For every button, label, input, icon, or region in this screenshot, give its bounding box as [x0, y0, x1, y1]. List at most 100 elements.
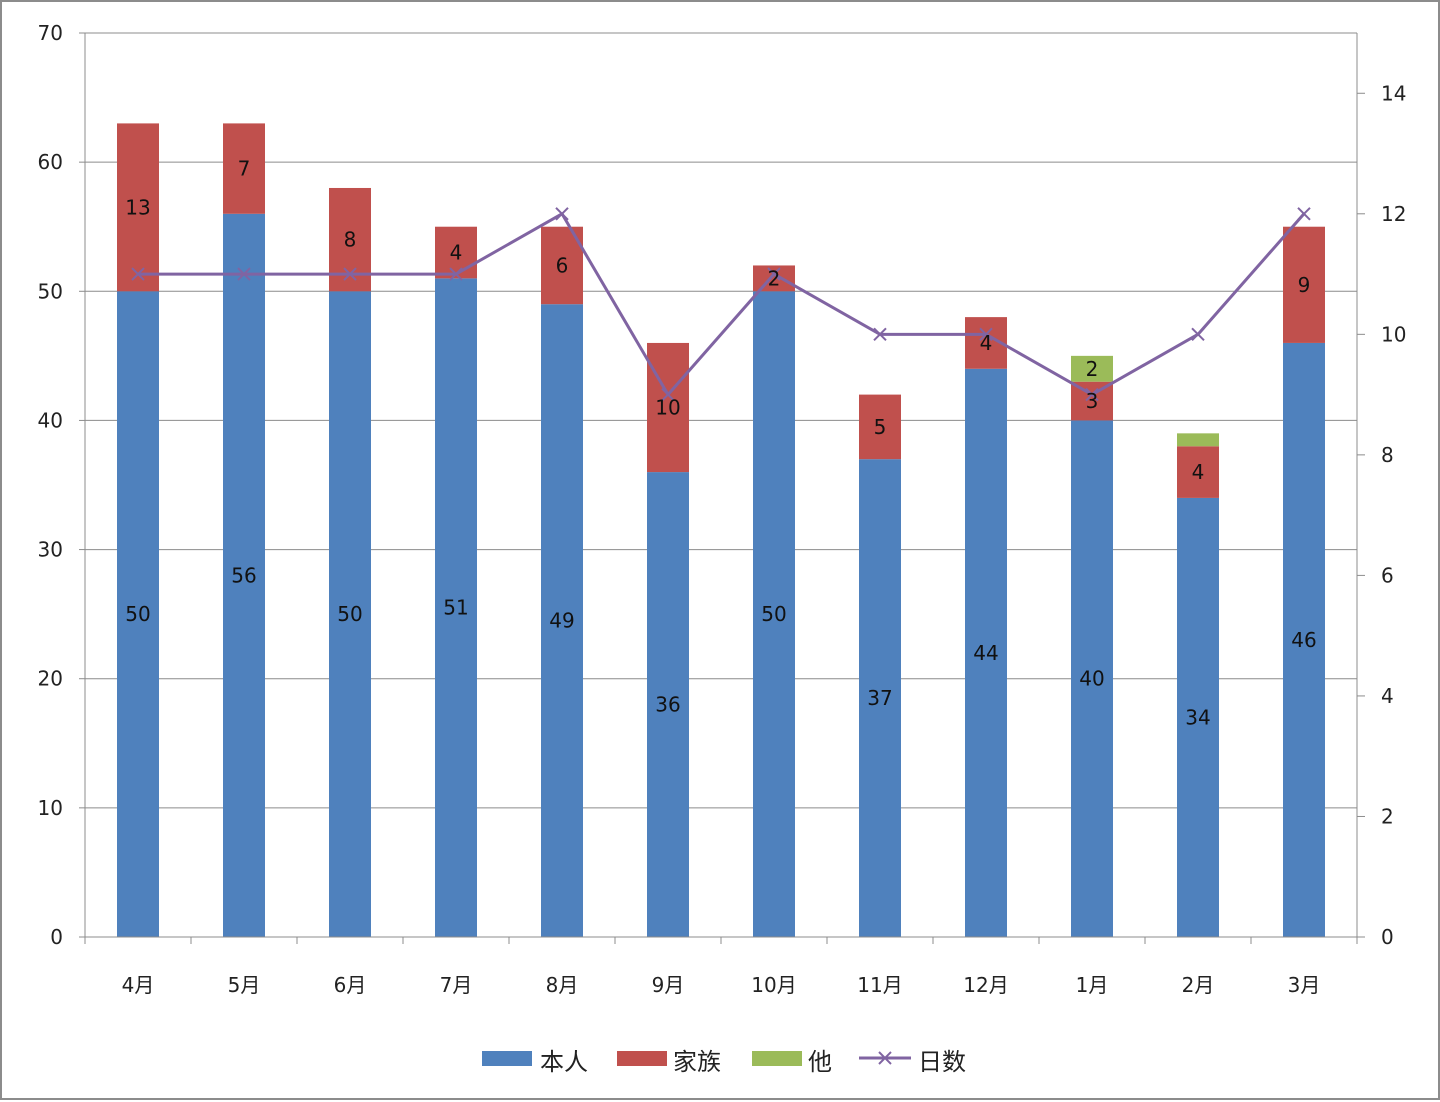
data-label: 6 [556, 253, 569, 277]
legend-marker [878, 1051, 892, 1065]
x-tick-label: 8月 [546, 973, 579, 997]
legend-swatch [617, 1051, 667, 1066]
bar-segment [541, 304, 583, 937]
data-label: 36 [655, 693, 680, 717]
y-right-tick-label: 12 [1381, 202, 1406, 226]
data-label: 9 [1298, 273, 1311, 297]
legend-swatch [482, 1051, 532, 1066]
legend-label: 日数 [918, 1048, 966, 1076]
bar-segment [1283, 226, 1325, 343]
bars [117, 123, 1325, 938]
data-label: 44 [973, 641, 998, 665]
legend: 本人 家族 他 日数 [482, 1048, 966, 1076]
legend-swatch [752, 1051, 802, 1066]
data-label: 4 [1192, 460, 1205, 484]
legend-label: 本人 [540, 1048, 588, 1076]
x-tick-label: 4月 [122, 973, 155, 997]
line-marker [1297, 207, 1311, 221]
data-label: 5 [874, 415, 887, 439]
y-left-tick-label: 30 [38, 538, 63, 562]
bar-segment [753, 291, 795, 937]
bar-segment [647, 472, 689, 937]
data-label: 49 [549, 609, 574, 633]
x-tick-label: 3月 [1288, 973, 1321, 997]
y-right-tick-label: 4 [1381, 684, 1394, 708]
legend-label: 家族 [673, 1048, 721, 1076]
x-tick-label: 11月 [857, 973, 902, 997]
x-tick-label: 12月 [963, 973, 1008, 997]
data-label: 56 [231, 563, 256, 587]
bar-segment [647, 342, 689, 473]
bar-segment [435, 278, 477, 937]
y-left-tick-label: 60 [38, 150, 63, 174]
y-left-tick-label: 50 [38, 279, 63, 303]
bar-segment [329, 291, 371, 937]
x-tick-label: 5月 [228, 973, 261, 997]
line-path [138, 212, 1306, 397]
data-label: 37 [867, 686, 892, 710]
x-tick-label: 1月 [1076, 973, 1109, 997]
data-label: 50 [761, 602, 786, 626]
bar-segment [223, 123, 265, 214]
line-marker [555, 207, 569, 221]
bar-segment [1071, 420, 1113, 937]
y-right-tick-label: 10 [1381, 322, 1406, 346]
bar-segment [859, 459, 901, 937]
bar-segment [1177, 433, 1219, 447]
data-label: 4 [980, 331, 993, 355]
data-label: 2 [768, 266, 781, 290]
gridlines [85, 32, 1357, 809]
data-label: 3 [1086, 389, 1099, 413]
data-label: 51 [443, 596, 468, 620]
data-label: 40 [1079, 667, 1104, 691]
y-right-tick-label: 8 [1381, 443, 1394, 467]
line-marker [767, 267, 781, 281]
data-label: 50 [125, 602, 150, 626]
data-label: 46 [1291, 628, 1316, 652]
bar-segment [965, 368, 1007, 937]
line-marker [1085, 387, 1099, 402]
data-label: 34 [1185, 705, 1210, 729]
data-label: 4 [450, 241, 463, 265]
line-marker [873, 327, 887, 342]
bar-segment [753, 265, 795, 292]
data-label: 13 [125, 195, 150, 219]
bar-segment [223, 213, 265, 938]
y-left-tick-label: 10 [38, 796, 63, 820]
y-left-tick-label: 40 [38, 408, 63, 432]
y-right-tick-label: 6 [1381, 563, 1394, 587]
y-right-tick-label: 2 [1381, 804, 1394, 828]
y-right-tick-label: 0 [1381, 925, 1394, 949]
bar-segment [1283, 342, 1325, 937]
data-label: 50 [337, 602, 362, 626]
bar-segment [117, 291, 159, 937]
x-tick-label: 6月 [334, 973, 367, 997]
data-label: 2 [1086, 357, 1099, 381]
y-left-tick-label: 0 [50, 925, 63, 949]
bar-segment [859, 394, 901, 460]
y-left-tick-label: 70 [38, 21, 63, 45]
bar-segment [1071, 355, 1113, 382]
y-left-tick-label: 20 [38, 667, 63, 691]
data-label: 8 [344, 228, 357, 252]
line-marker [131, 267, 145, 281]
y-right-tick-label: 14 [1381, 81, 1406, 105]
bar-segment [1177, 497, 1219, 937]
bar-segment [117, 123, 159, 292]
line-marker [661, 387, 675, 402]
data-label: 10 [655, 396, 680, 420]
line-marker [979, 327, 993, 342]
line-marker [237, 267, 251, 281]
x-tick-label: 2月 [1182, 973, 1215, 997]
legend-label: 他 [808, 1048, 832, 1076]
line-marker [449, 267, 463, 281]
x-tick-label: 10月 [751, 973, 796, 997]
bar-segment [1177, 446, 1219, 498]
bar-segment [435, 226, 477, 279]
x-tick-label: 7月 [440, 973, 473, 997]
line-series [131, 207, 1311, 402]
line-marker [343, 267, 357, 281]
